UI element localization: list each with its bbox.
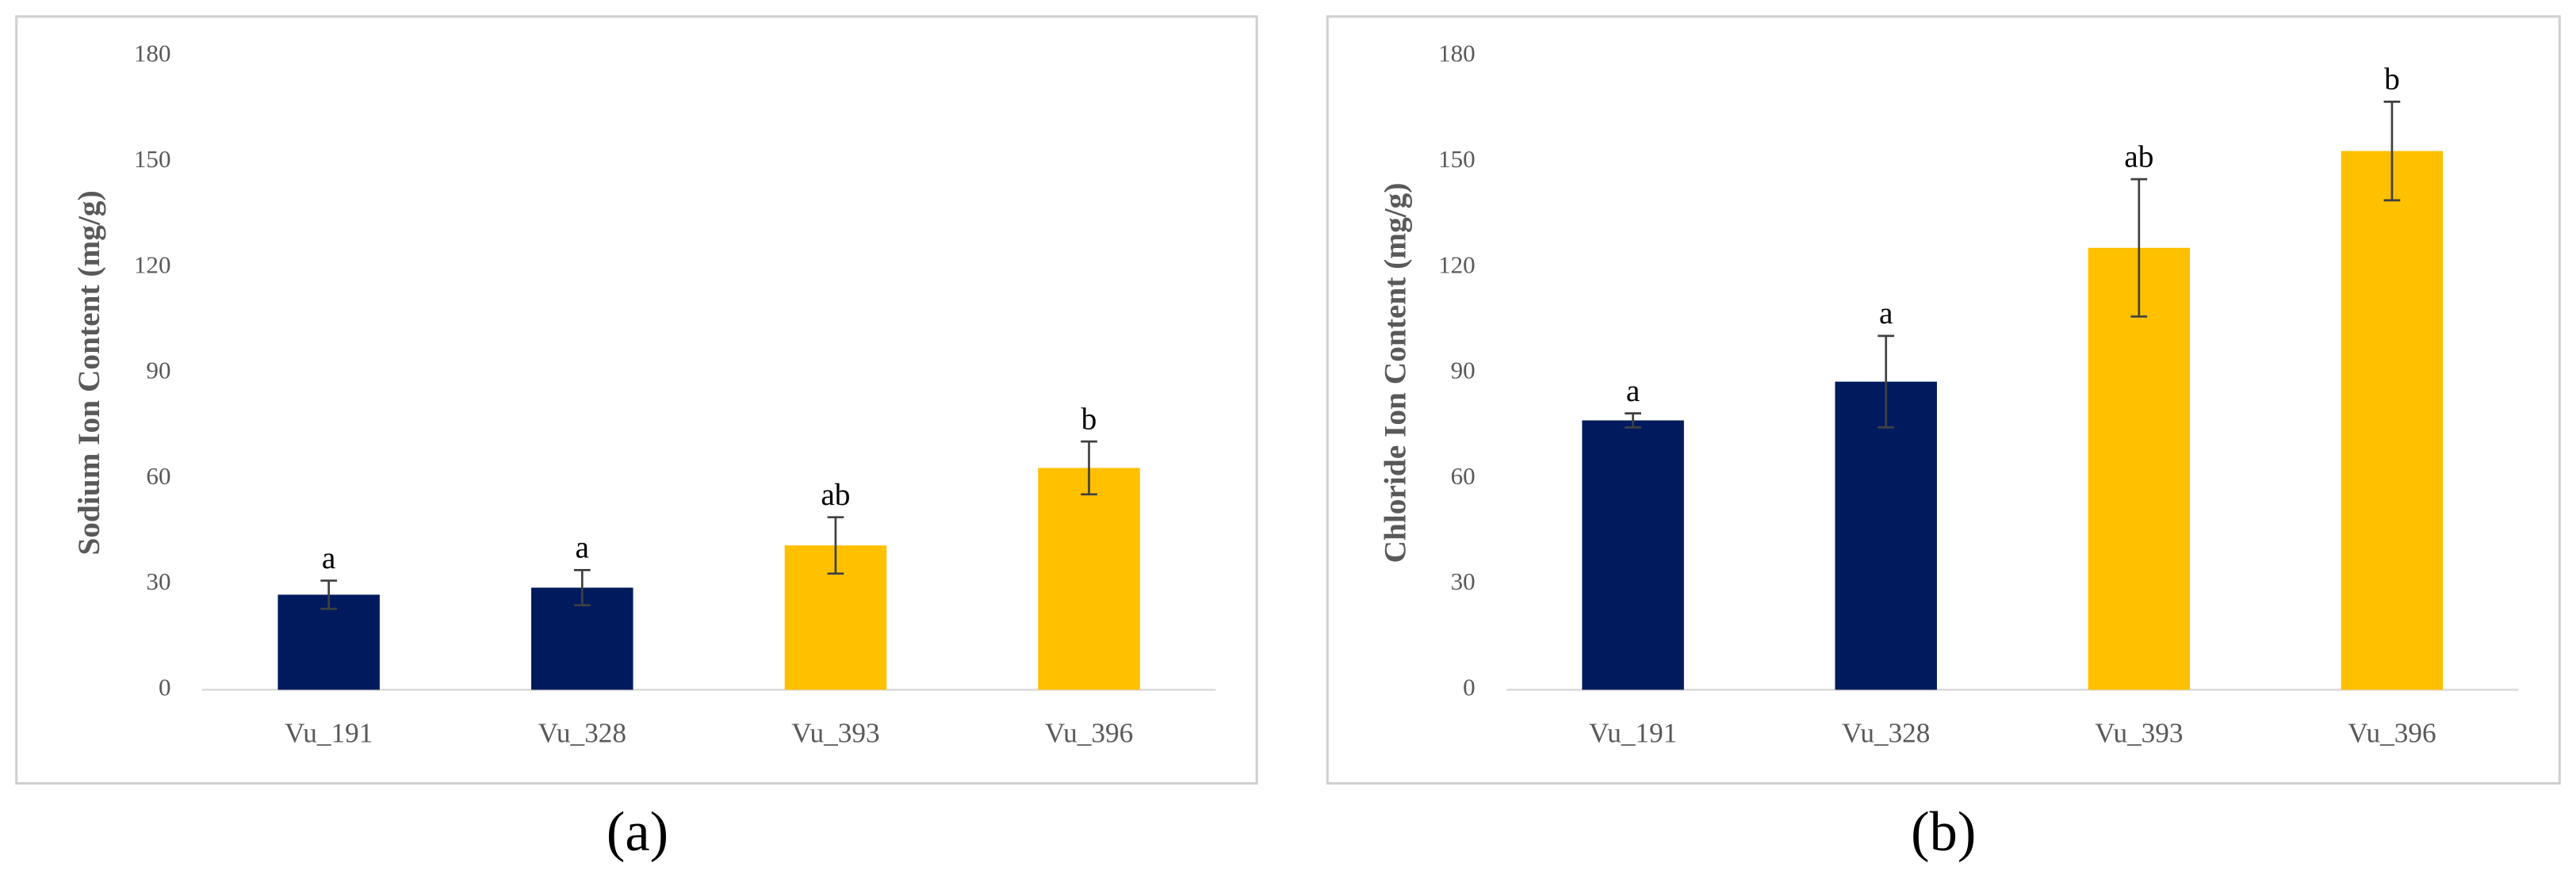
- annotation: b: [2384, 62, 2400, 97]
- y-tick-label: 90: [1451, 357, 1476, 384]
- bar: [1835, 381, 1937, 690]
- y-tick-label: 180: [1438, 40, 1476, 67]
- y-tick-label: 30: [1451, 567, 1476, 595]
- annotation: b: [1081, 401, 1097, 436]
- annotation: a: [576, 530, 589, 565]
- y-tick-label: 150: [134, 145, 171, 173]
- y-tick-label: 150: [1438, 145, 1476, 173]
- y-tick-label: 60: [1451, 462, 1476, 490]
- y-tick-label: 90: [146, 357, 170, 384]
- bar: [1038, 468, 1140, 690]
- bar: [2088, 247, 2191, 690]
- x-tick-label: Vu_191: [285, 718, 373, 749]
- annotation: a: [322, 540, 335, 575]
- bar: [278, 594, 380, 690]
- y-tick-label: 180: [134, 40, 171, 67]
- annotation: a: [1879, 296, 1893, 330]
- y-tick-label: 30: [146, 567, 170, 595]
- x-tick-label: Vu_328: [1842, 718, 1930, 749]
- annotation: ab: [2124, 139, 2153, 174]
- panel-label: (b): [1911, 801, 1976, 863]
- x-tick-label: Vu_191: [1589, 718, 1677, 749]
- y-axis-title: Chloride Ion Content (mg/g): [1377, 183, 1412, 563]
- bar: [2341, 151, 2444, 690]
- y-tick-label: 60: [146, 462, 170, 490]
- annotation: a: [1626, 373, 1640, 408]
- y-axis-title: Sodium Ion Content (mg/g): [71, 190, 106, 555]
- panel-label: (a): [607, 801, 668, 863]
- annotation: ab: [821, 477, 850, 512]
- x-tick-label: Vu_393: [791, 718, 879, 749]
- bar: [1582, 420, 1684, 690]
- x-tick-label: Vu_393: [2095, 718, 2183, 749]
- y-tick-label: 0: [1463, 674, 1476, 701]
- x-tick-label: Vu_396: [1045, 718, 1133, 749]
- x-tick-label: Vu_396: [2348, 718, 2436, 749]
- x-tick-label: Vu_328: [538, 718, 626, 749]
- y-tick-label: 120: [134, 250, 171, 278]
- y-tick-label: 0: [159, 674, 171, 701]
- y-tick-label: 120: [1438, 250, 1476, 278]
